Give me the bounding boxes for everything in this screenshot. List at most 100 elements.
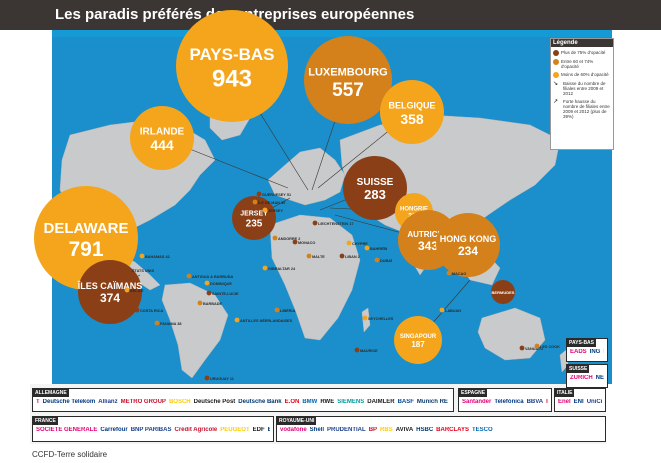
company-logo: Carrefour bbox=[100, 427, 128, 433]
territory-dot bbox=[126, 267, 132, 273]
small-territory-label: GUERNESEY 51 bbox=[256, 191, 291, 197]
small-territory-label: BAHREÏN bbox=[364, 245, 388, 251]
logo-box-pays-bas: PAYS-BAS EADSINGShell bbox=[566, 338, 608, 362]
small-territory-label: LABUAN bbox=[439, 307, 461, 313]
logo-box-royaume-uni: ROYAUME-UNI vodafone Shell PRUDENTIAL BP RBS A… bbox=[276, 416, 606, 442]
territory-label: MAURICE bbox=[360, 349, 378, 353]
arrow-up-icon: ↗ bbox=[553, 99, 559, 105]
territory-label: MACAO bbox=[452, 272, 466, 276]
territory-label: VANUATU bbox=[525, 347, 543, 351]
territory-dot bbox=[306, 253, 312, 259]
territory-dot bbox=[446, 270, 452, 276]
logo-box-italie: ITALIE EnelENIUniCredit bbox=[554, 388, 606, 412]
territory-label: URUGUAY 11 bbox=[210, 377, 234, 381]
company-logos-panel: ALLEMAGNE T Deutsche Telekom Allianz METRO G… bbox=[30, 338, 608, 444]
territory-label: LES COOK bbox=[540, 345, 560, 349]
small-territory-label: MONACO bbox=[292, 239, 315, 245]
legend-item: ↗ Forte hausse du nombre de filiales entr… bbox=[553, 99, 611, 119]
company-logo: NESTLÉ bbox=[595, 375, 604, 381]
bubble-name: DELAWARE bbox=[43, 220, 128, 237]
logo-box-espagne: ESPAGNE SantanderTelefónicaBBVAIBERDROLA bbox=[458, 388, 552, 412]
company-logo: EADS bbox=[570, 349, 587, 355]
source-credit: CCFD-Terre solidaire bbox=[32, 450, 108, 459]
territory-label: DUBAÏ bbox=[380, 259, 393, 263]
bubble-circle bbox=[394, 316, 442, 364]
small-territory-label: ANDORRE 2 bbox=[272, 235, 300, 241]
logo-box-country: ALLEMAGNE bbox=[33, 389, 69, 397]
small-territory-label: JERSEY bbox=[262, 207, 283, 213]
bubble-value: 187 bbox=[411, 340, 425, 349]
company-logo: EDF bbox=[252, 427, 265, 433]
small-territory-label: CHYPRE bbox=[346, 240, 368, 246]
small-territory-label: LIECHTENSTEIN 17 bbox=[312, 220, 353, 226]
bubble-name: PAYS-BAS bbox=[189, 45, 274, 64]
legend-item: Entre 60 et 74% d'opacité bbox=[553, 59, 611, 69]
bubble-name: JERSEY bbox=[240, 211, 268, 218]
small-territory-label: ÉTATS UNIS bbox=[126, 267, 154, 273]
small-territory-label: COSTA RICA bbox=[134, 307, 163, 313]
small-territory-label: SAINTE-LUCIE bbox=[206, 290, 239, 296]
small-territory-label: GIBRALTAR 24 bbox=[262, 265, 296, 271]
logo-row: SOCIÉTÉ GÉNÉRALE Carrefour BNP PARIBAS Créd… bbox=[36, 427, 270, 433]
territory-dot bbox=[519, 345, 525, 351]
company-logo: AVIVA bbox=[395, 427, 414, 433]
africa-shape bbox=[269, 214, 361, 341]
company-logo: Allianz bbox=[98, 399, 118, 405]
territory-label: MONACO bbox=[298, 241, 315, 245]
arrow-down-icon: ↘ bbox=[553, 81, 559, 87]
logo-row: SantanderTelefónicaBBVAIBERDROLA bbox=[462, 399, 548, 405]
company-logo: Deutsche Telekom bbox=[42, 399, 96, 405]
company-logo: BOSCH bbox=[168, 399, 191, 405]
territory-label: GUERNESEY 51 bbox=[262, 193, 291, 197]
territory-dot bbox=[292, 239, 298, 245]
territory-label: BARBADE bbox=[203, 302, 222, 306]
logo-row: EnelENIUniCredit bbox=[558, 399, 602, 405]
territory-label: BÉLIZE bbox=[130, 288, 144, 293]
territory-label: LIBÉRIA bbox=[280, 308, 295, 313]
australia-shape bbox=[477, 307, 546, 361]
company-logo: BBVA bbox=[526, 399, 544, 405]
small-territory-label: ANTIGUA & BARBUDA bbox=[186, 273, 233, 279]
legend-item: Moins de 60% d'opacité bbox=[553, 72, 611, 78]
company-logo: Santander bbox=[462, 399, 492, 405]
company-logo: TESCO bbox=[471, 427, 493, 433]
territory-label: BAHAMAS 42 bbox=[145, 255, 170, 259]
company-logo: BPCE bbox=[267, 427, 270, 433]
company-logo: Enel bbox=[558, 399, 571, 405]
company-logo: ING bbox=[589, 349, 601, 355]
logo-box-country: ROYAUME-UNI bbox=[277, 417, 317, 425]
legend-swatch bbox=[553, 59, 559, 65]
bubble-value: 374 bbox=[100, 291, 120, 305]
territory-label: CHYPRE bbox=[352, 242, 368, 246]
legend-label: Entre 60 et 74% d'opacité bbox=[561, 59, 594, 69]
territory-dot bbox=[439, 307, 445, 313]
bubble-value: 791 bbox=[68, 238, 103, 261]
small-territory-label: MALTE bbox=[306, 253, 325, 259]
logo-box-france: FRANCE SOCIÉTÉ GÉNÉRALE Carrefour BNP PARIB… bbox=[32, 416, 274, 442]
company-logo: Shell bbox=[603, 349, 604, 355]
company-logo: Telefónica bbox=[494, 399, 524, 405]
company-logo: BARCLAYS bbox=[436, 427, 469, 433]
bubble-name: ÎLES CAÏMANS bbox=[77, 280, 143, 291]
company-logo: SOCIÉTÉ GÉNÉRALE bbox=[36, 427, 98, 433]
territory-dot bbox=[134, 307, 140, 313]
bubble-value: 235 bbox=[246, 219, 263, 230]
company-logo: RBS bbox=[380, 427, 393, 433]
company-logo: DAIMLER bbox=[367, 399, 395, 405]
territory-dot bbox=[346, 240, 352, 246]
bubble-value: 444 bbox=[150, 137, 174, 153]
bubble-name: LUXEMBOURG bbox=[308, 66, 387, 78]
logo-box-country: FRANCE bbox=[33, 417, 58, 425]
territory-dot bbox=[362, 315, 368, 321]
logo-box-country: SUISSE bbox=[567, 365, 590, 373]
territory-label: ANTILLES NÉERLANDAISES bbox=[240, 318, 293, 323]
legend-label: Plus de 75% d'opacité bbox=[561, 50, 606, 55]
territory-dot bbox=[274, 307, 280, 313]
bubble-name: BERMUDES bbox=[492, 290, 515, 295]
company-logo: BMW bbox=[302, 399, 318, 405]
company-logo: ZURICH bbox=[570, 375, 593, 381]
